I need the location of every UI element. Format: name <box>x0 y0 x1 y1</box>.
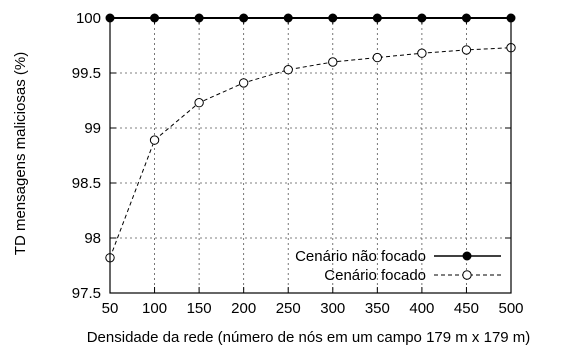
plot-frame <box>109 17 512 294</box>
data-point <box>283 65 293 75</box>
y-tick-label: 97.5 <box>72 285 101 302</box>
x-tick-label: 350 <box>365 300 390 317</box>
x-tick-label: 500 <box>498 300 523 317</box>
data-point <box>238 78 249 88</box>
x-tick-label: 250 <box>276 300 301 317</box>
legend-label-focado: Cenário focado <box>324 267 426 284</box>
y-tick-label: 99.5 <box>72 65 101 82</box>
y-tick-label: 99 <box>84 120 101 137</box>
data-point <box>149 135 160 145</box>
y-tick-label: 98.5 <box>72 175 101 192</box>
data-point <box>328 57 338 67</box>
legend: Cenário não focado Cenário focado <box>295 248 501 284</box>
axis-ticks: 50 100 150 200 250 300 350 400 450 500 97.5 98 98.5 9… <box>72 10 524 317</box>
grid <box>110 18 511 293</box>
x-tick-label: 50 <box>102 300 119 317</box>
y-axis-title: TD mensagens maliciosas (%) <box>12 52 29 255</box>
series-layer <box>105 13 516 263</box>
y-tick-label: 100 <box>76 10 101 27</box>
legend-marker-nao-focado <box>462 251 472 261</box>
x-tick-label: 100 <box>142 300 167 317</box>
x-tick-label: 150 <box>187 300 212 317</box>
series-focado <box>105 43 516 263</box>
x-tick-label: 200 <box>231 300 256 317</box>
data-point <box>417 48 427 58</box>
data-point <box>461 45 472 55</box>
legend-label-nao-focado: Cenário não focado <box>295 248 426 265</box>
legend-marker-focado <box>462 270 472 280</box>
x-tick-label: 450 <box>454 300 479 317</box>
series-line <box>109 47 512 258</box>
data-point <box>372 52 383 63</box>
x-tick-label: 400 <box>409 300 434 317</box>
x-axis-title: Densidade da rede (número de nós em um c… <box>87 329 531 346</box>
x-tick-label: 300 <box>320 300 345 317</box>
y-tick-label: 98 <box>84 230 101 247</box>
data-point <box>194 98 204 108</box>
